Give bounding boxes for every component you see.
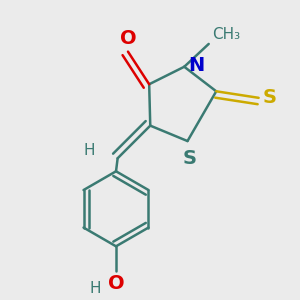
Text: S: S (182, 149, 196, 168)
Text: O: O (108, 274, 124, 293)
Text: O: O (120, 29, 136, 48)
Text: S: S (262, 88, 277, 107)
Text: N: N (188, 56, 204, 75)
Text: H: H (83, 142, 95, 158)
Text: CH₃: CH₃ (212, 27, 240, 42)
Text: H: H (90, 280, 101, 296)
